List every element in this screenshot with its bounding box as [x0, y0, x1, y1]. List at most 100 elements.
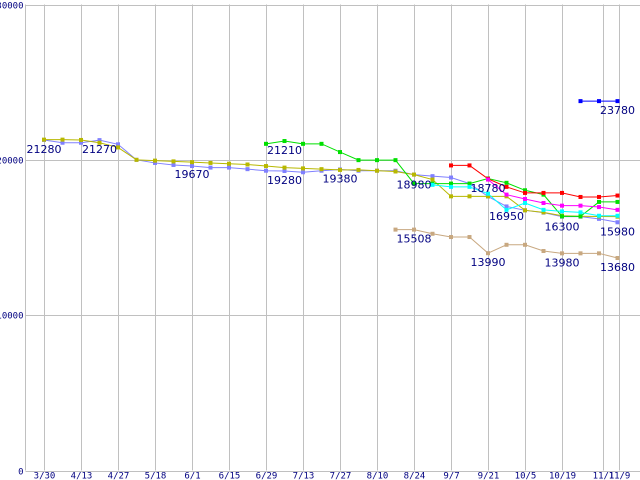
data-point-olive	[486, 194, 490, 199]
data-point-periwinkle	[97, 138, 102, 143]
data-point-olive	[153, 158, 157, 163]
data-point-olive	[467, 194, 472, 199]
data-point-tan	[486, 251, 490, 256]
data-label: 13990	[471, 256, 506, 269]
data-point-green	[282, 139, 287, 144]
data-point-red	[449, 163, 453, 168]
series-line-green	[265, 140, 618, 217]
data-label: 19280	[267, 174, 302, 187]
data-point-olive	[393, 169, 398, 174]
data-point-periwinkle	[227, 165, 231, 170]
x-tick-label: 10/19	[549, 472, 576, 480]
data-point-magenta	[578, 203, 583, 208]
data-point-green	[412, 181, 416, 186]
data-point-green	[578, 214, 583, 219]
data-point-red	[467, 163, 472, 168]
data-label: 16300	[545, 220, 580, 233]
annotations: 21280 21270 19670 21210 19280 19380 18980 18780…	[27, 104, 636, 274]
data-point-periwinkle	[282, 169, 287, 174]
data-point-tan	[467, 235, 472, 240]
data-point-olive	[264, 164, 268, 169]
x-tick-label: 4/27	[108, 472, 130, 480]
x-tick-label: 5/18	[145, 472, 167, 480]
data-label: 18980	[397, 179, 432, 192]
data-point-magenta	[486, 177, 490, 182]
data-point-red	[615, 193, 620, 198]
data-point-tan	[430, 231, 435, 236]
data-point-periwinkle	[190, 164, 194, 169]
data-point-tan	[523, 242, 527, 247]
data-point-cyan	[504, 207, 509, 212]
data-point-cyan	[615, 213, 620, 218]
data-label: 23780	[600, 104, 635, 117]
data-point-olive	[245, 162, 250, 167]
data-point-green	[393, 158, 398, 163]
data-point-olive	[97, 140, 102, 145]
data-point-blue	[597, 99, 601, 104]
data-point-tan	[615, 256, 620, 261]
data-point-green	[264, 141, 268, 146]
series-line-red	[451, 164, 618, 198]
data-point-periwinkle	[449, 175, 453, 180]
data-point-cyan	[560, 209, 564, 214]
data-point-olive	[319, 167, 324, 172]
data-point-red	[560, 190, 564, 195]
data-point-olive	[449, 194, 453, 199]
data-point-green	[356, 158, 361, 163]
y-tick-label: 0	[18, 468, 23, 478]
y-tick-label: 20000	[0, 157, 24, 167]
data-point-tan	[449, 235, 453, 240]
x-tick-label: 3/30	[34, 472, 56, 480]
data-point-cyan	[541, 207, 546, 212]
data-point-periwinkle	[153, 160, 157, 165]
data-point-olive	[338, 167, 342, 172]
data-point-cyan	[467, 184, 472, 189]
x-tick-label: 6/15	[219, 472, 241, 480]
data-label: 18780	[471, 182, 506, 195]
data-point-cyan	[486, 191, 490, 196]
data-point-olive	[301, 166, 305, 171]
data-point-red	[523, 190, 527, 195]
x-tick-label: 6/1	[184, 472, 200, 480]
x-tick-label: 11/9	[609, 472, 631, 480]
data-point-olive	[227, 161, 231, 166]
data-label: 19670	[175, 168, 210, 181]
x-tick-label: 7/13	[293, 472, 315, 480]
data-point-cyan	[578, 210, 583, 215]
data-point-periwinkle	[301, 170, 305, 175]
data-point-olive	[42, 137, 46, 142]
data-label: 19380	[323, 172, 358, 185]
data-point-green	[597, 199, 601, 204]
data-point-periwinkle	[430, 174, 435, 179]
data-point-red	[541, 190, 546, 195]
data-point-green	[375, 158, 379, 163]
data-point-periwinkle	[597, 216, 601, 221]
data-point-olive	[430, 177, 435, 182]
data-point-green	[523, 188, 527, 193]
x-tick-label: 11/1	[593, 472, 615, 480]
data-point-red	[578, 194, 583, 199]
data-point-magenta	[504, 192, 509, 197]
x-tick-label: 7/27	[330, 472, 352, 480]
data-point-olive	[356, 167, 361, 172]
data-point-tan	[504, 242, 509, 247]
data-label: 21210	[267, 144, 302, 157]
data-point-olive	[375, 168, 379, 173]
series-line-magenta	[487, 179, 618, 211]
data-point-green	[449, 181, 453, 186]
data-point-tan	[560, 251, 564, 256]
data-point-periwinkle	[79, 140, 83, 145]
x-tick-label: 8/24	[404, 472, 426, 480]
data-point-green	[319, 141, 324, 146]
data-point-periwinkle	[264, 168, 268, 173]
data-point-green	[504, 180, 509, 185]
data-point-periwinkle	[116, 142, 120, 147]
data-label: 21270	[82, 143, 117, 156]
data-label: 15508	[397, 233, 432, 246]
data-label: 21280	[27, 143, 62, 156]
data-point-magenta	[560, 203, 564, 208]
series-line-olive	[44, 139, 618, 218]
data-point-tan	[597, 251, 601, 256]
data-point-green	[467, 181, 472, 186]
